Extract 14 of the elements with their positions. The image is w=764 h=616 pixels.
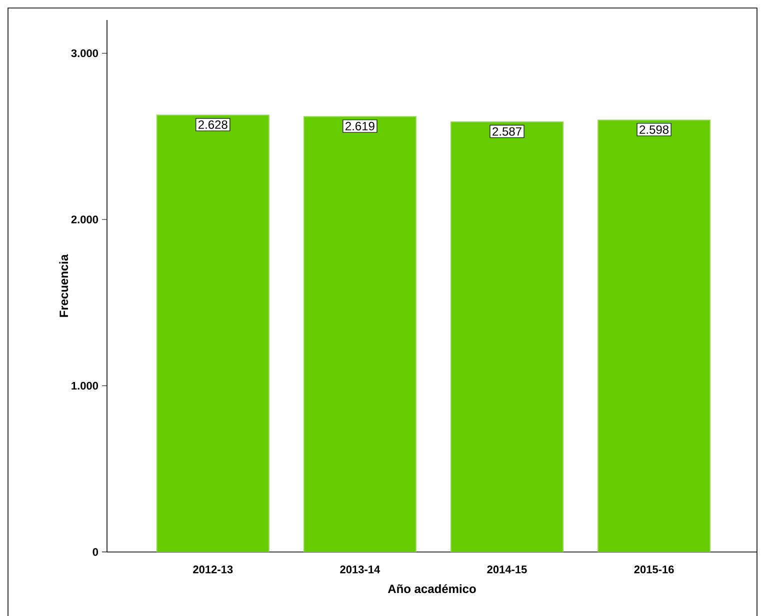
y-tick-label: 1.000 xyxy=(72,382,98,390)
data-label: 2.598 xyxy=(640,125,669,134)
data-label: 2.628 xyxy=(198,120,228,129)
y-axis-title: Frecuencia xyxy=(59,254,68,317)
x-tick-label: 2013-14 xyxy=(340,566,380,574)
y-tick-label: 0 xyxy=(92,548,98,556)
x-axis-title: Año académico xyxy=(388,584,476,594)
y-tick-label: 3.000 xyxy=(71,49,98,58)
x-tick-label: 2014-15 xyxy=(487,566,527,574)
data-label: 2.587 xyxy=(492,127,522,136)
y-tick-label: 2.000 xyxy=(71,216,98,224)
x-tick-label: 2015-16 xyxy=(634,566,674,574)
data-label: 2.619 xyxy=(346,122,374,130)
x-tick-label: 2012-13 xyxy=(193,566,233,574)
